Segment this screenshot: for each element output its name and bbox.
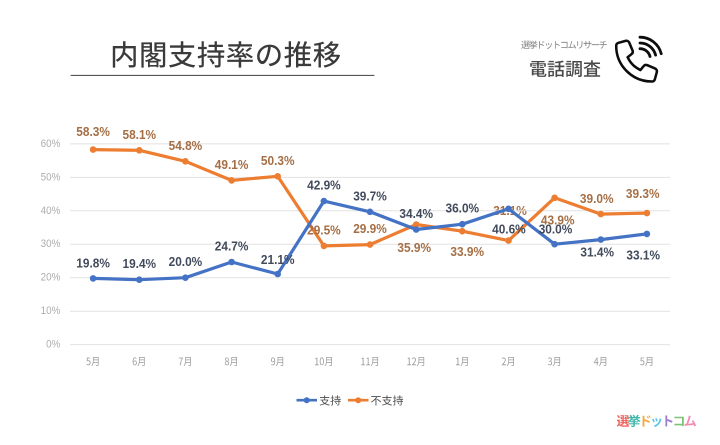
svg-text:10%: 10% <box>41 305 61 318</box>
svg-text:29.9%: 29.9% <box>353 222 387 237</box>
svg-text:19.4%: 19.4% <box>122 257 156 272</box>
svg-text:40%: 40% <box>41 204 61 217</box>
svg-text:35.9%: 35.9% <box>397 240 431 255</box>
svg-text:21.1%: 21.1% <box>261 253 295 268</box>
svg-text:30.0%: 30.0% <box>539 222 573 237</box>
svg-text:0%: 0% <box>46 338 61 351</box>
svg-text:39.3%: 39.3% <box>626 187 660 202</box>
svg-text:50%: 50% <box>41 171 61 184</box>
svg-text:33.1%: 33.1% <box>626 248 660 263</box>
svg-text:40.6%: 40.6% <box>492 222 526 237</box>
svg-text:36.0%: 36.0% <box>445 201 479 216</box>
svg-text:20%: 20% <box>41 271 61 284</box>
svg-text:20.0%: 20.0% <box>169 255 203 270</box>
svg-text:58.1%: 58.1% <box>122 127 156 142</box>
svg-text:30%: 30% <box>41 238 61 251</box>
svg-text:49.1%: 49.1% <box>215 157 249 172</box>
svg-text:24.7%: 24.7% <box>215 239 249 254</box>
svg-text:58.3%: 58.3% <box>76 125 110 140</box>
svg-text:31.4%: 31.4% <box>580 245 614 260</box>
svg-text:29.5%: 29.5% <box>307 223 341 238</box>
svg-text:39.7%: 39.7% <box>353 189 387 204</box>
svg-text:34.4%: 34.4% <box>399 207 433 222</box>
svg-text:54.8%: 54.8% <box>169 138 203 153</box>
svg-text:50.3%: 50.3% <box>261 153 295 168</box>
svg-text:42.9%: 42.9% <box>307 178 341 193</box>
svg-text:19.8%: 19.8% <box>76 256 110 271</box>
svg-text:43.9%: 43.9% <box>541 213 575 228</box>
svg-text:60%: 60% <box>41 137 61 150</box>
svg-text:33.9%: 33.9% <box>450 245 484 260</box>
svg-text:39.0%: 39.0% <box>580 191 614 206</box>
